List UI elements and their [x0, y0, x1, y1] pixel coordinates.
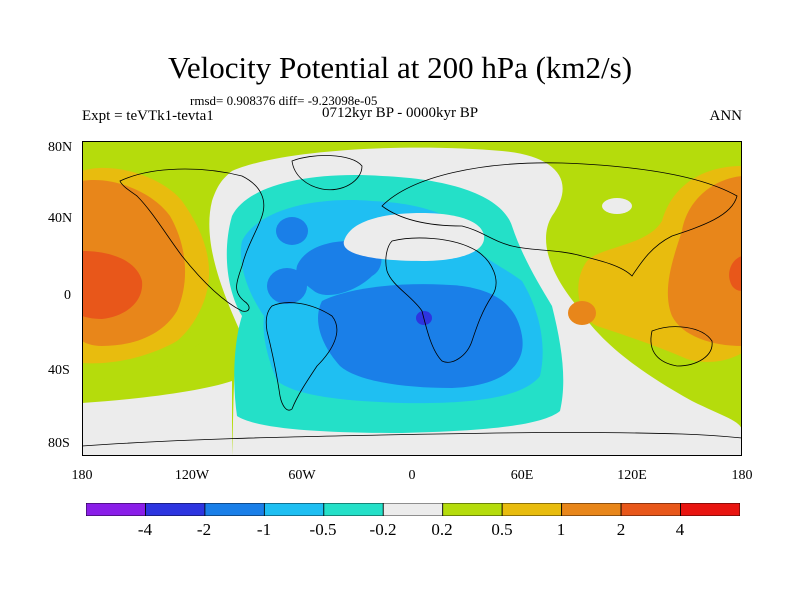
lon-tick-60e: 60E: [510, 468, 534, 483]
positive-east-orange: [667, 176, 742, 346]
colorbar-label: -4: [137, 520, 153, 539]
lat-tick-0: 0: [64, 288, 71, 303]
rmsd-diff-stats: rmsd= 0.908376 diff= -9.23098e-05: [190, 93, 378, 108]
colorbar-label: 4: [675, 520, 685, 539]
lat-tick-40n: 40N: [48, 211, 73, 226]
africa-coast: [385, 237, 497, 363]
lon-tick-120e: 120E: [617, 468, 647, 483]
lon-tick-180w: 180: [71, 468, 93, 483]
eurasia-coast: [381, 162, 738, 277]
colorbar-swatch: [501, 503, 563, 516]
page-title: Velocity Potential at 200 hPa (km2/s): [167, 50, 633, 85]
positive-maritime-continent: [568, 301, 596, 325]
south-america-coast: [265, 302, 338, 411]
negative-region-blue-south: [318, 284, 523, 388]
period-label: 0712kyr BP - 0000kyr BP: [321, 105, 479, 121]
north-america-coast: [119, 168, 265, 312]
coastlines: [82, 155, 742, 447]
map-frame: [82, 141, 742, 456]
greenland-coast: [291, 155, 363, 191]
velocity-potential-map: [82, 141, 742, 456]
colorbar-swatch: [561, 503, 622, 516]
near-zero-europe: [343, 213, 485, 261]
experiment-label: Expt = teVTk1-tevta1: [82, 108, 214, 124]
colorbar: [86, 503, 740, 516]
negative-region-blue-north-atlantic: [276, 217, 308, 245]
colorbar-swatch: [442, 503, 503, 516]
near-zero-southwest: [82, 381, 232, 456]
lon-tick-180e: 180: [731, 468, 753, 483]
lat-tick-80n: 80N: [48, 140, 73, 155]
antarctica-coast: [82, 432, 742, 447]
negative-region-blue-caribbean: [267, 268, 307, 304]
colorbar-label: -0.5: [309, 520, 337, 539]
positive-west-red: [82, 251, 143, 319]
season-label: ANN: [709, 108, 743, 124]
lon-tick-60w: 60W: [288, 468, 316, 483]
near-zero-arabia: [602, 198, 632, 214]
lon-tick-0: 0: [408, 468, 416, 483]
colorbar-label: 0.2: [431, 520, 453, 539]
lat-tick-80s: 80S: [48, 436, 70, 451]
australia-coast: [650, 326, 713, 367]
colorbar-swatch: [86, 503, 146, 516]
colorbar-swatch: [620, 503, 681, 516]
colorbar-label: -0.2: [369, 520, 397, 539]
positive-east-red: [729, 256, 742, 291]
lat-tick-40s: 40S: [48, 363, 70, 378]
colorbar-label: 2: [616, 520, 626, 539]
colorbar-label: -1: [256, 520, 272, 539]
colorbar-swatch: [382, 503, 444, 516]
colorbar-swatch: [323, 503, 384, 516]
colorbar-label: 1: [556, 520, 566, 539]
colorbar-label: -2: [196, 520, 212, 539]
positive-west-yellow-rim: [82, 329, 204, 381]
colorbar-label: 0.5: [491, 520, 513, 539]
lon-tick-120w: 120W: [174, 468, 210, 483]
colorbar-swatch: [145, 503, 206, 516]
colorbar-swatch: [204, 503, 265, 516]
colorbar-swatch: [263, 503, 325, 516]
colorbar-swatch: [680, 503, 740, 516]
